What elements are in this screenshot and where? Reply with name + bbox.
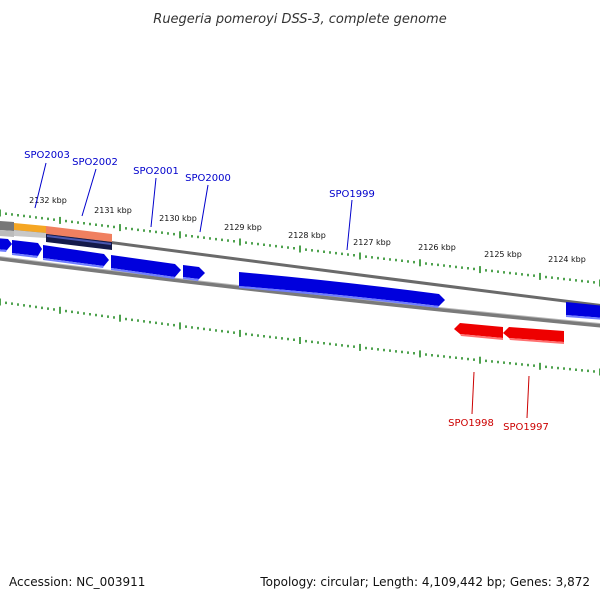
rna-feature bbox=[46, 226, 112, 242]
cds-feature-highlight bbox=[47, 235, 111, 245]
leader-line-spo2000 bbox=[199, 184, 209, 233]
gene-arrow-spo2000-shade bbox=[111, 268, 175, 279]
gene-label-spo1997[interactable]: SPO1997 bbox=[503, 422, 549, 433]
kbp-label-2127: 2127 kbp bbox=[353, 238, 391, 247]
gene-arrow-small[interactable] bbox=[183, 265, 205, 279]
kbp-label-2130: 2130 kbp bbox=[159, 214, 197, 223]
gene-arrow-right-edge-shade bbox=[566, 315, 600, 320]
kbp-label-2124: 2124 kbp bbox=[548, 255, 586, 264]
gene-arrow-spo1998-shade bbox=[460, 334, 503, 340]
leader-line-spo2001 bbox=[150, 177, 157, 228]
kbp-label-2125: 2125 kbp bbox=[484, 250, 522, 259]
grey-feature-light bbox=[0, 230, 14, 237]
upper-tick-row bbox=[0, 209, 600, 287]
gene-arrow-spo1998[interactable] bbox=[454, 323, 503, 338]
kbp-label-2128: 2128 kbp bbox=[288, 231, 326, 240]
kbp-label-2132: 2132 kbp bbox=[29, 196, 67, 205]
grey-feature bbox=[0, 221, 14, 231]
gene-arrow-spo1999-shade bbox=[239, 286, 439, 308]
light-feature bbox=[14, 230, 46, 238]
gene-arrow-spo1997-shade bbox=[509, 338, 564, 344]
gene-label-spo2000[interactable]: SPO2000 bbox=[185, 173, 231, 184]
kbp-label-2131: 2131 kbp bbox=[94, 206, 132, 215]
gene-label-spo1998[interactable]: SPO1998 bbox=[448, 418, 494, 429]
leader-line-spo1998 bbox=[471, 371, 475, 415]
gene-arrow-spo1997[interactable] bbox=[503, 327, 564, 342]
leader-line-spo2003 bbox=[34, 162, 47, 209]
accession-text: Accession: NC_003911 bbox=[9, 575, 145, 589]
gene-arrow-spo2002[interactable] bbox=[12, 240, 42, 256]
leader-line-spo1997 bbox=[526, 375, 530, 419]
gene-arrow-spo2002-shade bbox=[12, 253, 38, 258]
gene-arrow-spo2001-shade bbox=[43, 258, 104, 268]
gene-arrow-right-edge[interactable] bbox=[566, 302, 600, 318]
gene-arrow-spo2000[interactable] bbox=[111, 255, 181, 277]
kbp-label-2129: 2129 kbp bbox=[224, 223, 262, 232]
gene-label-spo2001[interactable]: SPO2001 bbox=[133, 166, 179, 177]
genome-summary-text: Topology: circular; Length: 4,109,442 bp… bbox=[259, 575, 590, 589]
gene-arrow-spo2003[interactable] bbox=[0, 238, 12, 250]
gene-label-spo2003[interactable]: SPO2003 bbox=[24, 150, 70, 161]
orange-feature bbox=[14, 223, 46, 233]
gene-arrow-spo1999[interactable] bbox=[239, 272, 445, 306]
backbone-lower bbox=[0, 256, 600, 328]
map-title: Ruegeria pomeroyi DSS-3, complete genome bbox=[153, 12, 446, 27]
gene-arrow-small-shade bbox=[183, 277, 199, 281]
leader-line-spo1999 bbox=[346, 199, 353, 251]
gene-arrow-spo2001[interactable] bbox=[43, 245, 109, 266]
gene-label-spo1999[interactable]: SPO1999 bbox=[329, 189, 375, 200]
gene-label-spo2002[interactable]: SPO2002 bbox=[72, 157, 118, 168]
leader-line-spo2002 bbox=[81, 168, 97, 217]
kbp-label-2126: 2126 kbp bbox=[418, 243, 456, 252]
gene-arrow-spo2003-shade bbox=[0, 249, 7, 252]
lower-tick-row bbox=[0, 298, 600, 376]
